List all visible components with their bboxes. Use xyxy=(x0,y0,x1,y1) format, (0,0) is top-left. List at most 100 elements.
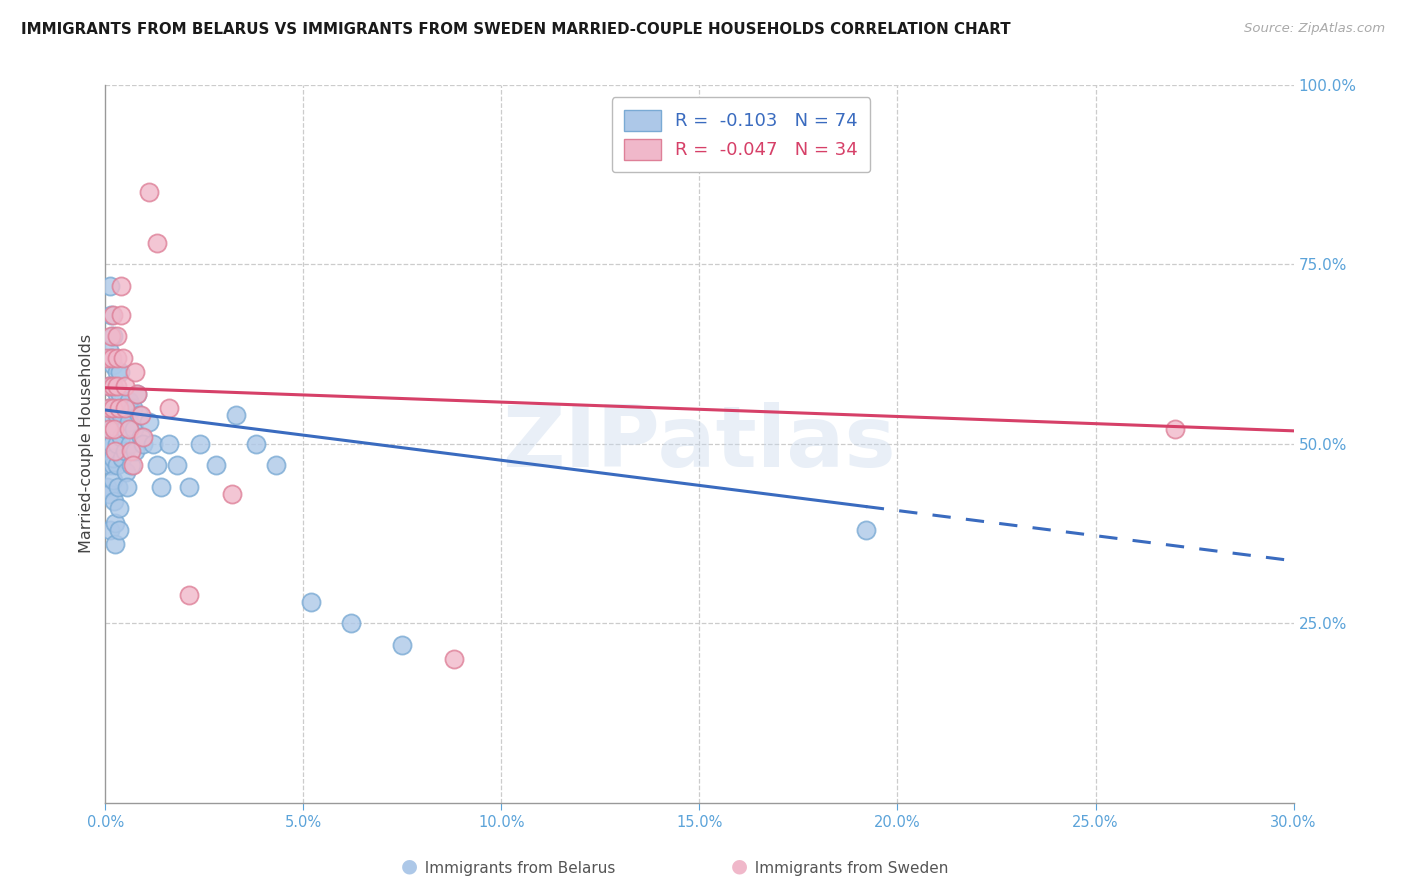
Point xyxy=(103,422,125,436)
Point xyxy=(114,379,136,393)
Point xyxy=(1164,422,1187,436)
Point xyxy=(105,458,128,473)
Point xyxy=(138,415,160,429)
Point xyxy=(103,451,125,466)
Point xyxy=(225,408,247,422)
Text: Immigrants from Sweden: Immigrants from Sweden xyxy=(745,861,949,876)
Point xyxy=(142,437,165,451)
Point xyxy=(100,351,122,365)
Point xyxy=(97,451,120,466)
Point xyxy=(104,516,127,530)
Point xyxy=(98,401,121,415)
Point xyxy=(149,480,172,494)
Point xyxy=(104,444,127,458)
Point xyxy=(105,386,128,401)
Point xyxy=(107,480,129,494)
Point xyxy=(118,393,141,408)
Text: ●: ● xyxy=(731,857,748,876)
Text: Source: ZipAtlas.com: Source: ZipAtlas.com xyxy=(1244,22,1385,36)
Point xyxy=(108,365,131,379)
Text: IMMIGRANTS FROM BELARUS VS IMMIGRANTS FROM SWEDEN MARRIED-COUPLE HOUSEHOLDS CORR: IMMIGRANTS FROM BELARUS VS IMMIGRANTS FR… xyxy=(21,22,1011,37)
Point xyxy=(190,437,212,451)
Point xyxy=(98,343,121,358)
Point xyxy=(157,401,180,415)
Point xyxy=(855,523,877,537)
Point xyxy=(115,466,138,480)
Point xyxy=(340,616,363,631)
Point xyxy=(128,408,150,422)
Point xyxy=(443,652,465,666)
Point xyxy=(114,401,136,415)
Point xyxy=(120,444,142,458)
Point xyxy=(118,422,141,436)
Point xyxy=(103,329,125,343)
Point xyxy=(112,401,135,415)
Point xyxy=(177,588,200,602)
Point xyxy=(122,458,145,473)
Point xyxy=(98,422,121,436)
Point xyxy=(124,444,146,458)
Point xyxy=(299,595,322,609)
Point xyxy=(105,329,128,343)
Point xyxy=(98,401,121,415)
Point xyxy=(101,437,124,451)
Point xyxy=(105,408,128,422)
Point xyxy=(124,365,146,379)
Point xyxy=(103,358,125,372)
Point xyxy=(101,351,124,365)
Point xyxy=(103,422,125,436)
Point xyxy=(105,365,128,379)
Point xyxy=(115,480,138,494)
Point xyxy=(118,437,141,451)
Point xyxy=(127,386,149,401)
Point xyxy=(114,444,136,458)
Point xyxy=(245,437,267,451)
Point xyxy=(129,408,152,422)
Point xyxy=(132,437,155,451)
Point xyxy=(129,429,152,443)
Point xyxy=(110,308,132,322)
Point xyxy=(105,379,128,393)
Point xyxy=(157,437,180,451)
Point xyxy=(96,422,118,436)
Point xyxy=(108,523,131,537)
Point xyxy=(98,437,121,451)
Point xyxy=(122,422,145,436)
Point xyxy=(138,186,160,200)
Text: Immigrants from Belarus: Immigrants from Belarus xyxy=(415,861,616,876)
Point xyxy=(101,408,124,422)
Point xyxy=(103,379,125,393)
Point xyxy=(114,422,136,436)
Point xyxy=(96,351,118,365)
Point xyxy=(100,379,122,393)
Point xyxy=(98,278,121,293)
Point xyxy=(105,422,128,436)
Point xyxy=(107,501,129,516)
Point xyxy=(166,458,188,473)
Point xyxy=(105,351,128,365)
Point xyxy=(127,386,149,401)
Point xyxy=(98,487,121,501)
Point xyxy=(391,638,413,652)
Text: ●: ● xyxy=(401,857,418,876)
Text: ZIPatlas: ZIPatlas xyxy=(502,402,897,485)
Point xyxy=(120,458,142,473)
Point xyxy=(112,351,135,365)
Point xyxy=(103,401,125,415)
Point xyxy=(103,401,125,415)
Point xyxy=(105,437,128,451)
Point xyxy=(98,458,121,473)
Point xyxy=(177,480,200,494)
Point xyxy=(146,458,169,473)
Point xyxy=(103,308,125,322)
Point xyxy=(103,473,125,487)
Point xyxy=(110,429,132,443)
Point xyxy=(100,329,122,343)
Point xyxy=(100,308,122,322)
Legend: R =  -0.103   N = 74, R =  -0.047   N = 34: R = -0.103 N = 74, R = -0.047 N = 34 xyxy=(612,97,870,172)
Point xyxy=(132,429,155,443)
Point xyxy=(221,487,243,501)
Point xyxy=(103,494,125,508)
Point xyxy=(122,401,145,415)
Point xyxy=(264,458,287,473)
